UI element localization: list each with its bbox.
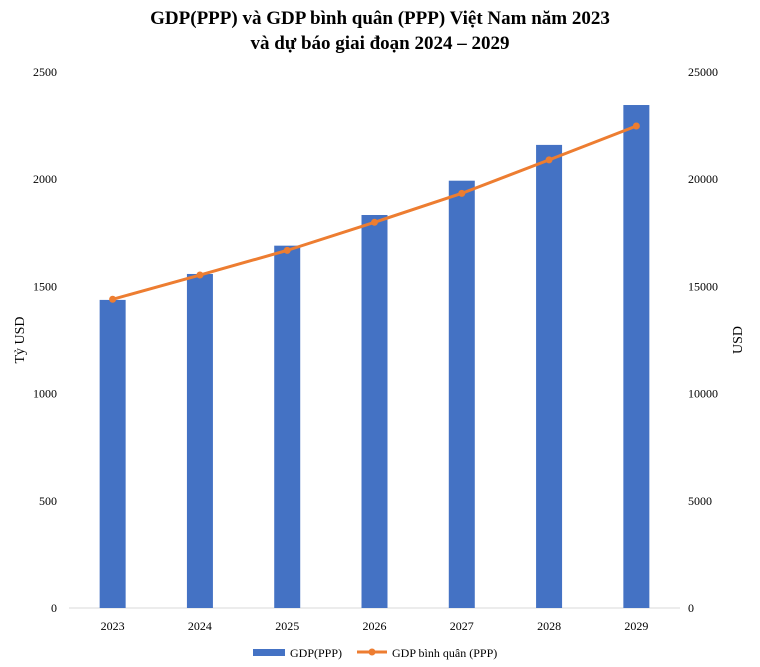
line-point-2028 (545, 156, 553, 164)
line-point-2024 (196, 271, 204, 279)
chart-title: GDP(PPP) và GDP bình quân (PPP) Việt Nam… (150, 8, 610, 29)
x-tick-label: 2026 (363, 619, 387, 633)
y-right-tick-label: 15000 (688, 279, 718, 293)
bar-2026 (361, 215, 388, 608)
y-axis-left-label: Tỷ USD (13, 316, 28, 363)
chart-subtitle: và dự báo giai đoạn 2024 – 2029 (250, 33, 510, 54)
x-tick-label: 2025 (275, 619, 299, 633)
line-point-2029 (632, 122, 640, 130)
y-right-tick-label: 20000 (688, 172, 718, 186)
y-left-tick-label: 0 (51, 601, 57, 615)
y-left-tick-label: 1000 (33, 387, 57, 401)
x-tick-label: 2024 (188, 619, 212, 633)
bar-2025 (274, 245, 301, 608)
y-axis-right-label: USD (731, 326, 746, 354)
x-tick-label: 2027 (450, 619, 474, 633)
bar-2027 (448, 180, 475, 608)
y-right-tick-label: 25000 (688, 65, 718, 79)
legend-bar-label: GDP(PPP) (290, 646, 342, 660)
legend: GDP(PPP) GDP bình quân (PPP) (253, 646, 497, 660)
y-left-tick-label: 2500 (33, 65, 57, 79)
x-tick-label: 2028 (537, 619, 561, 633)
y-left-tick-label: 500 (39, 494, 57, 508)
bar-2024 (186, 273, 213, 608)
line-point-2027 (458, 189, 466, 197)
y-right-tick-label: 10000 (688, 387, 718, 401)
x-tick-label: 2029 (624, 619, 648, 633)
y-right-tick-label: 5000 (688, 494, 712, 508)
legend-line-label: GDP bình quân (PPP) (392, 646, 497, 660)
y-left-tick-label: 2000 (33, 172, 57, 186)
legend-line-marker (368, 648, 376, 656)
line-point-2026 (371, 218, 378, 226)
line-point-2023 (109, 295, 117, 303)
bar-2023 (99, 299, 126, 608)
bar-2028 (536, 144, 563, 608)
line-point-2025 (283, 246, 291, 254)
bar-2029 (623, 105, 650, 608)
legend-bar-swatch (253, 649, 285, 656)
x-tick-label: 2023 (101, 619, 125, 633)
y-left-tick-label: 1500 (33, 279, 57, 293)
y-right-tick-label: 0 (688, 601, 694, 615)
